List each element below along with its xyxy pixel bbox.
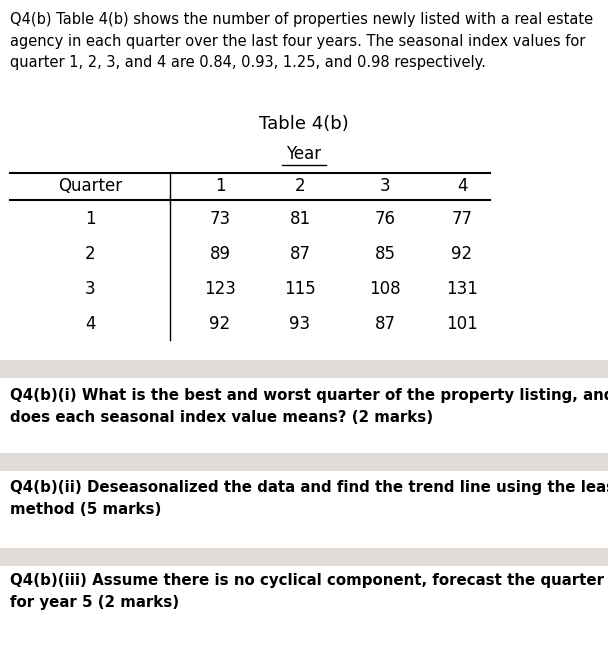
Text: Q4(b)(i) What is the best and worst quarter of the property listing, and what
do: Q4(b)(i) What is the best and worst quar…: [10, 388, 608, 424]
Text: 85: 85: [375, 245, 395, 263]
Text: 73: 73: [209, 210, 230, 228]
Text: Q4(b)(ii) Deseasonalized the data and find the trend line using the least square: Q4(b)(ii) Deseasonalized the data and fi…: [10, 480, 608, 517]
Text: 3: 3: [85, 280, 95, 298]
Bar: [0, 548, 608, 566]
Text: 1: 1: [85, 210, 95, 228]
Text: 77: 77: [452, 210, 472, 228]
Text: 3: 3: [379, 177, 390, 195]
Bar: [0, 453, 608, 471]
Text: Q4(b)(iii) Assume there is no cyclical component, forecast the quarter 3 billing: Q4(b)(iii) Assume there is no cyclical c…: [10, 573, 608, 609]
Text: 92: 92: [209, 315, 230, 333]
Text: 93: 93: [289, 315, 311, 333]
Text: 81: 81: [289, 210, 311, 228]
Text: 131: 131: [446, 280, 478, 298]
Text: 108: 108: [369, 280, 401, 298]
Text: 115: 115: [284, 280, 316, 298]
Text: Year: Year: [286, 145, 322, 163]
Text: 76: 76: [375, 210, 395, 228]
Text: 123: 123: [204, 280, 236, 298]
Text: 2: 2: [295, 177, 305, 195]
Text: Quarter: Quarter: [58, 177, 122, 195]
Text: 92: 92: [451, 245, 472, 263]
Text: 2: 2: [85, 245, 95, 263]
Text: 101: 101: [446, 315, 478, 333]
Text: 4: 4: [457, 177, 468, 195]
Text: 87: 87: [375, 315, 395, 333]
Text: Q4(b) Table 4(b) shows the number of properties newly listed with a real estate
: Q4(b) Table 4(b) shows the number of pro…: [10, 12, 593, 70]
Text: 4: 4: [85, 315, 95, 333]
Text: 89: 89: [210, 245, 230, 263]
Text: 87: 87: [289, 245, 311, 263]
Text: Table 4(b): Table 4(b): [259, 115, 349, 133]
Bar: [0, 360, 608, 378]
Text: 1: 1: [215, 177, 226, 195]
